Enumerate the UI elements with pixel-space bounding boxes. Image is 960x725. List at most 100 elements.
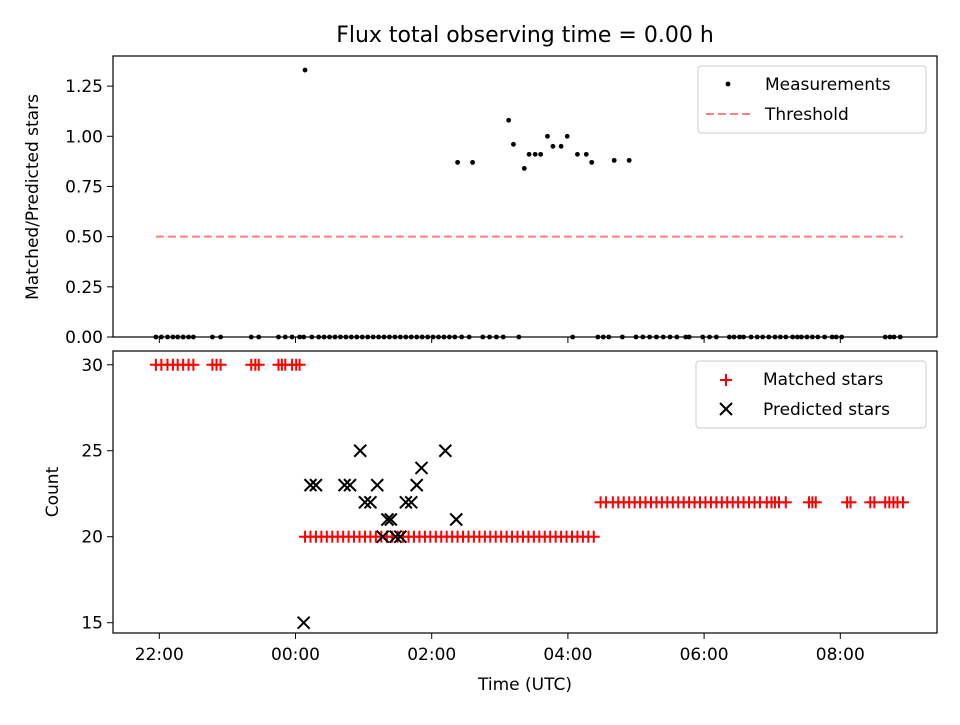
bottom-legend: Matched stars Predicted stars — [695, 360, 927, 429]
bottom-y-ticks: 15 20 25 30 — [81, 356, 113, 634]
top-y-ticks: 0.00 0.25 0.50 0.75 1.00 1.25 — [65, 77, 113, 348]
measurement-point — [506, 117, 512, 123]
measurement-point — [218, 334, 223, 340]
measurement-point — [606, 334, 612, 340]
legend-predicted-marker — [719, 402, 733, 416]
matched-star-point — [587, 530, 600, 543]
measurement-point — [833, 334, 839, 340]
measurement-point — [794, 334, 800, 340]
measurement-point — [190, 334, 196, 340]
measurement-point — [741, 334, 746, 340]
measurement-point — [654, 334, 659, 340]
measurement-point — [897, 334, 903, 340]
measurement-point — [575, 151, 580, 157]
legend-predicted-label: Predicted stars — [763, 400, 890, 420]
matched-star-point — [187, 358, 200, 371]
measurement-point — [276, 334, 281, 340]
measurement-point — [619, 334, 625, 340]
top-y-axis-label: Matched/Predicted stars — [23, 94, 43, 300]
measurement-point — [403, 334, 409, 340]
measurement-point — [466, 334, 472, 340]
measurement-point — [589, 159, 595, 165]
measurement-point — [558, 143, 564, 149]
measurement-point — [365, 334, 371, 340]
measurement-point — [165, 334, 170, 340]
measurement-point — [425, 334, 431, 340]
top-legend-box — [697, 65, 927, 134]
measurement-point — [564, 133, 570, 139]
measurement-point — [822, 334, 828, 340]
measurement-point — [452, 334, 458, 340]
measurement-point — [674, 334, 680, 340]
measurement-point — [408, 334, 414, 340]
measurement-point — [647, 334, 653, 340]
bottom-y-axis-label: Count — [43, 466, 63, 517]
bottom-x-ticks: 22:00 00:00 02:00 04:00 06:00 08:00 — [135, 633, 865, 665]
measurement-point — [511, 141, 516, 147]
predicted-star-point — [337, 478, 352, 492]
measurement-point — [387, 334, 392, 340]
measurement-point — [327, 334, 332, 340]
predicted-star-point — [363, 495, 378, 510]
measurement-point — [713, 334, 719, 340]
measurement-point — [175, 334, 181, 340]
top-plot-area: Matched/Predicted stars 0.00 0.25 0.50 0.75… — [23, 55, 938, 348]
measurement-point — [348, 334, 354, 340]
bottom-y-tick-label: 20 — [81, 528, 103, 548]
measurement-point — [611, 157, 617, 163]
measurement-point — [829, 334, 835, 340]
x-tick-label: 08:00 — [816, 645, 865, 665]
measurement-point — [737, 334, 742, 340]
measurement-point — [297, 334, 302, 340]
measurement-point — [392, 334, 398, 340]
predicted-star-point — [303, 478, 318, 492]
bottom-y-tick-label: 30 — [81, 356, 103, 376]
measurement-point — [158, 334, 164, 340]
measurement-point — [455, 159, 460, 165]
measurement-point — [707, 334, 712, 340]
measurement-point — [309, 334, 315, 340]
measurement-point — [343, 334, 349, 340]
predicted-star-point — [399, 495, 413, 510]
measurement-point — [777, 334, 783, 340]
measurement-point — [470, 159, 475, 165]
x-tick-label: 22:00 — [135, 645, 184, 665]
bottom-axes-frame — [112, 350, 938, 634]
x-tick-label: 02:00 — [407, 645, 456, 665]
measurement-point — [302, 67, 308, 73]
matched-star-point — [809, 496, 822, 509]
measurement-point — [809, 334, 815, 340]
predicted-star-point — [343, 478, 357, 492]
legend-matched-marker — [720, 374, 732, 386]
measurement-point — [376, 334, 381, 340]
predicted-star-point — [388, 530, 403, 544]
legend-measurements-label: Measurements — [765, 75, 891, 95]
measurement-point — [459, 334, 465, 340]
measurement-point — [301, 334, 307, 340]
measurement-point — [332, 334, 338, 340]
measurement-point — [487, 334, 492, 340]
matched-star-point — [868, 496, 881, 509]
predicted-star-point — [296, 615, 311, 630]
measurement-point — [338, 334, 343, 340]
bottom-plot-area: Count Time (UTC) 15 20 25 30 22:00 00:00 02:0… — [43, 350, 938, 695]
measurement-point — [153, 334, 159, 340]
measurement-point — [748, 334, 754, 340]
measurement-point — [882, 334, 888, 340]
measurement-point — [419, 334, 425, 340]
top-series-layer — [153, 67, 903, 340]
x-tick-label: 06:00 — [680, 645, 729, 665]
measurement-point — [186, 334, 191, 340]
predicted-star-point — [353, 444, 367, 458]
measurement-point — [321, 334, 327, 340]
predicted-star-point — [438, 444, 453, 458]
measurement-point — [626, 157, 632, 163]
measurement-point — [430, 334, 436, 340]
chart-title: Flux total observing time = 0.00 h — [336, 23, 714, 48]
measurement-point — [538, 151, 544, 157]
predicted-star-point — [414, 461, 429, 475]
top-y-tick-label: 1.00 — [65, 127, 103, 147]
measurement-point — [370, 334, 376, 340]
measurement-point — [316, 334, 322, 340]
